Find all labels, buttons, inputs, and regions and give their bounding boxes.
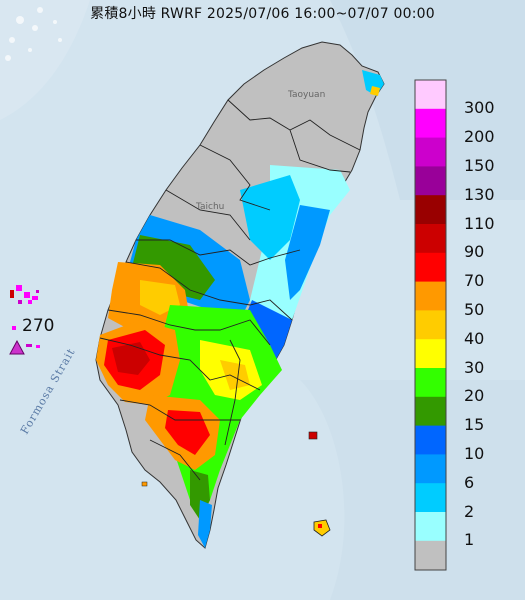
- legend-label: 6: [464, 472, 475, 492]
- penghu-rain-cluster: [10, 285, 40, 348]
- legend-swatch: [415, 483, 446, 513]
- green-island: [308, 431, 318, 440]
- legend-label: 150: [464, 156, 495, 175]
- map-title: 累積8小時 RWRF 2025/07/06 16:00~07/07 00:00: [90, 6, 435, 22]
- max-value-marker-icon: [9, 339, 25, 355]
- legend-swatch: [415, 339, 446, 369]
- legend-swatch: [415, 425, 446, 455]
- legend-swatch: [415, 80, 446, 110]
- legend-label: 300: [464, 98, 495, 118]
- liuqiu-island: [141, 481, 148, 487]
- legend-label: 70: [464, 271, 485, 291]
- legend-label: 30: [464, 357, 485, 377]
- city-label-taoyuan: Taoyuan: [288, 90, 326, 100]
- legend-swatch: [415, 195, 446, 225]
- legend-label: 20: [464, 386, 485, 406]
- city-label-taichung: Taichu: [196, 202, 225, 212]
- legend-swatch: [415, 368, 446, 398]
- legend-swatch: [415, 166, 446, 196]
- legend-label: 10: [464, 444, 485, 463]
- legend-frame: [414, 79, 447, 571]
- legend-label: 50: [464, 300, 485, 319]
- legend-label: 2: [464, 501, 475, 521]
- legend-swatch: [415, 281, 446, 311]
- legend-swatch: [415, 224, 446, 254]
- cloud-speckle: [5, 7, 62, 61]
- strait-label-wrap: Formosa Strait: [18, 250, 78, 437]
- legend-label: 110: [464, 213, 495, 233]
- legend-swatch: [415, 540, 446, 571]
- legend-swatch: [415, 512, 446, 542]
- county-boundaries: [99, 99, 361, 481]
- legend-swatch: [415, 396, 446, 427]
- legend-color-bar: [415, 80, 446, 571]
- legend-label: 40: [464, 328, 485, 348]
- legend-swatch: [415, 454, 446, 484]
- legend-swatch: [415, 137, 446, 167]
- legend-label: 130: [464, 184, 495, 204]
- legend-swatch: [415, 252, 446, 283]
- legend-swatch: [415, 108, 446, 139]
- legend-label: 200: [464, 127, 495, 147]
- legend-swatch: [415, 310, 446, 340]
- legend-label: 1: [464, 530, 475, 550]
- legend-label: 15: [464, 415, 485, 435]
- legend-label: 90: [464, 242, 485, 262]
- max-value-label: 270: [22, 316, 55, 336]
